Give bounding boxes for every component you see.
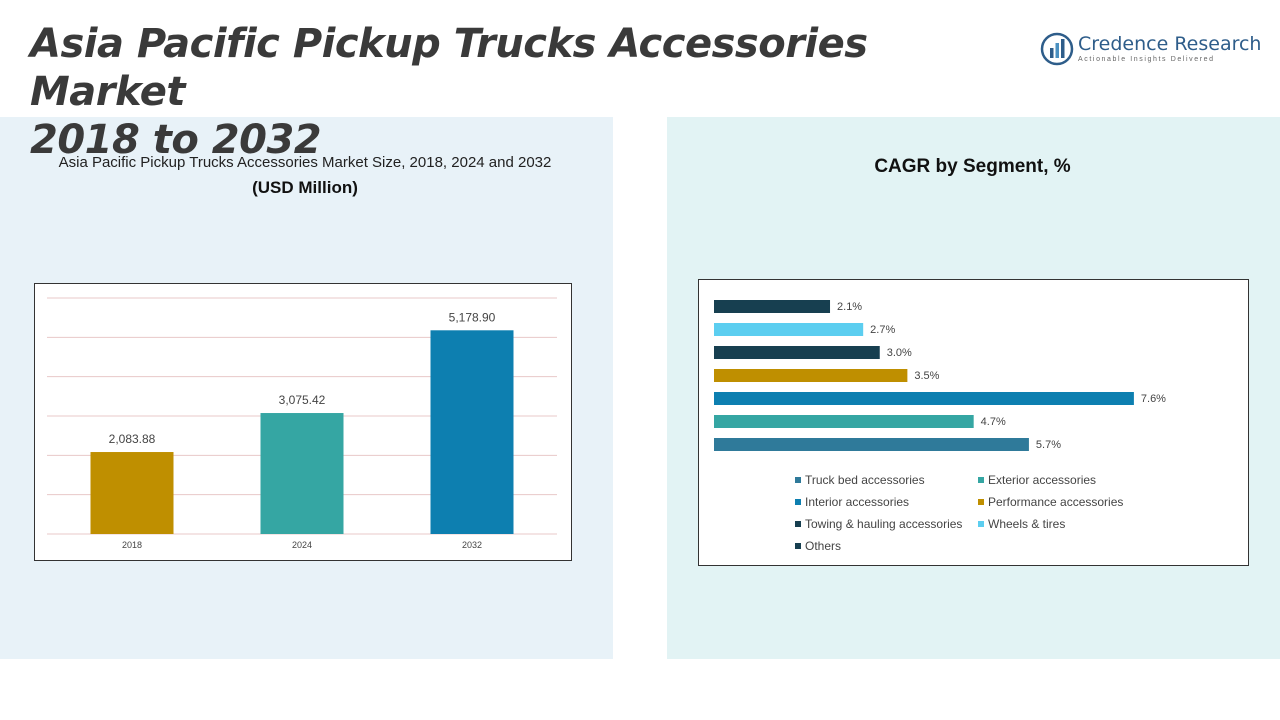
legend-label: Wheels & tires	[988, 517, 1066, 531]
legend-swatch	[978, 477, 984, 483]
hbar-exterior-accessories	[714, 415, 974, 428]
company-logo: Credence Research Actionable Insights De…	[1040, 30, 1262, 70]
legend-swatch	[795, 543, 801, 549]
hbar-value-label-wheels-tires: 2.7%	[870, 324, 895, 336]
legend-label: Exterior accessories	[988, 473, 1097, 487]
x-tick-label-2032: 2032	[462, 540, 482, 550]
legend-swatch	[795, 521, 801, 527]
market-size-chart-svg: 2,083.88 2018 3,075.42 2024 5,178.90 2032	[47, 297, 557, 550]
x-tick-label-2018: 2018	[122, 540, 142, 550]
cagr-chart: 2.1% 2.7% 3.0% 3.5% 7.6% 4.7% 5.7% Truck bed a…	[698, 279, 1249, 566]
hbar-value-label-truck-bed-accessories: 5.7%	[1036, 439, 1061, 451]
legend-swatch	[795, 477, 801, 483]
bar-value-label-2024: 3,075.42	[279, 393, 326, 407]
legend-label: Towing & hauling accessories	[805, 517, 963, 531]
legend-swatch	[978, 499, 984, 505]
hbar-value-label-performance-accessories: 3.5%	[914, 370, 939, 382]
x-tick-label-2024: 2024	[292, 540, 312, 550]
market-size-chart-subtitle: (USD Million)	[252, 178, 358, 197]
legend-item: Exterior accessories	[978, 473, 1096, 487]
page-title: Asia Pacific Pickup Trucks Accessories M…	[30, 20, 1010, 164]
legend-item: Truck bed accessories	[795, 473, 925, 487]
logo-tagline: Actionable Insights Delivered	[1078, 56, 1215, 63]
hbar-value-label-others: 2.1%	[837, 301, 862, 313]
bar-2018	[90, 452, 174, 534]
hbar-towing-hauling-accessories	[714, 346, 880, 359]
hbar-others	[714, 300, 831, 313]
market-size-chart-title: Asia Pacific Pickup Trucks Accessories M…	[58, 154, 552, 171]
legend-swatch	[795, 499, 801, 505]
logo-name: Credence Research	[1078, 33, 1262, 55]
legend-item: Performance accessories	[978, 495, 1123, 509]
legend-item: Wheels & tires	[978, 517, 1065, 531]
hbar-truck-bed-accessories	[714, 438, 1029, 451]
market-size-chart: 2,083.88 2018 3,075.42 2024 5,178.90 2032	[34, 283, 572, 561]
hbar-value-label-interior-accessories: 7.6%	[1141, 393, 1166, 405]
hbar-performance-accessories	[714, 369, 908, 382]
bar-value-label-2032: 5,178.90	[449, 310, 496, 324]
bar-2032	[430, 330, 514, 534]
hbar-interior-accessories	[714, 392, 1134, 405]
legend-label: Performance accessories	[988, 495, 1124, 509]
hbar-wheels-tires	[714, 323, 864, 336]
page-title-line1: Asia Pacific Pickup Trucks Accessories M…	[30, 21, 868, 115]
legend-label: Others	[805, 539, 842, 553]
bar-value-label-2018: 2,083.88	[109, 432, 156, 446]
bar-chart-circle-icon	[1040, 32, 1074, 66]
bar-2024	[260, 413, 344, 534]
hbar-value-label-towing-hauling-accessories: 3.0%	[887, 347, 912, 359]
cagr-chart-title: CAGR by Segment, %	[874, 156, 1071, 177]
legend-label: Truck bed accessories	[805, 473, 925, 487]
legend-label: Interior accessories	[805, 495, 910, 509]
legend-item: Towing & hauling accessories	[795, 517, 962, 531]
legend-item: Interior accessories	[795, 495, 909, 509]
legend-item: Others	[795, 539, 841, 553]
cagr-chart-svg: 2.1% 2.7% 3.0%3.5% 7.6% 4.7% 5.7%	[714, 300, 1166, 451]
page-title-line2: 2018 to 2032	[30, 117, 322, 163]
legend-swatch	[978, 521, 984, 527]
hbar-value-label-exterior-accessories: 4.7%	[981, 416, 1006, 428]
